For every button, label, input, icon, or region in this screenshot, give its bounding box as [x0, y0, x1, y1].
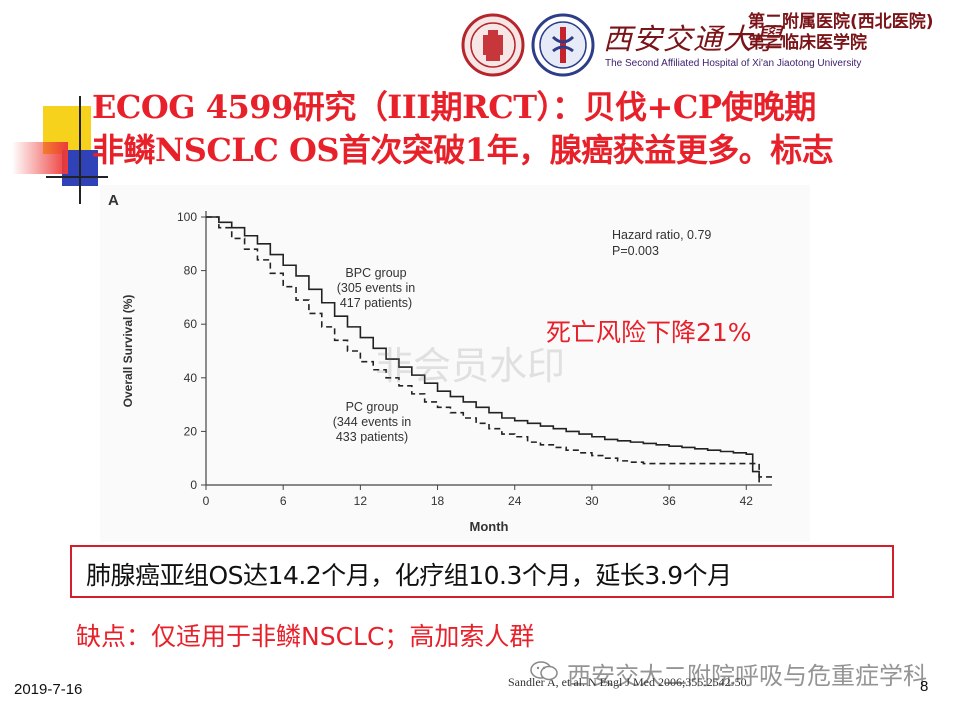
y-tick-label-60: 60	[184, 317, 198, 331]
footer-date: 2019-7-16	[14, 681, 83, 698]
y-tick-label-80: 80	[184, 264, 198, 278]
y-tick-label-20: 20	[184, 424, 198, 438]
title-line-1: ECOG 4599研究（III期RCT）：贝伐+CP使晚期	[92, 88, 816, 126]
slide-title: ECOG 4599研究（III期RCT）：贝伐+CP使晚期 非鳞NSCLC OS…	[92, 86, 952, 172]
x-tick-label-36: 36	[662, 494, 676, 508]
x-tick-label-0: 0	[203, 494, 210, 508]
kaplan-meier-chart: A 0 20 40 60 80 100 0 6 12 18 24 30 36 42 Month Overall …	[100, 185, 810, 542]
hospital-name-en: The Second Affiliated Hospital of Xi'an …	[605, 58, 862, 69]
y-tick-label-40: 40	[184, 371, 198, 385]
result-box: 肺腺癌亚组OS达14.2个月，化疗组10.3个月，延长3.9个月	[70, 545, 894, 598]
deco-horizontal-line	[46, 176, 108, 178]
hospital-name-line2: 第二临床医学院	[748, 33, 867, 53]
y-tick-label-0: 0	[190, 478, 197, 492]
series-line-pc	[206, 216, 772, 478]
watermark-text: 非会员水印	[375, 344, 566, 388]
limitation-note: 缺点：仅适用于非鳞NSCLC；高加索人群	[76, 622, 535, 651]
hospital-logo	[531, 13, 595, 77]
hospital-name-line1: 第二附属医院(西北医院)	[748, 12, 934, 32]
title-line-2: 非鳞NSCLC OS首次突破1年，腺癌获益更多。标志	[92, 131, 834, 169]
account-watermark: 西安交大二附院呼吸与危重症学科	[567, 662, 927, 690]
x-axis-label: Month	[470, 519, 509, 534]
footer-citation: Sandler A, et al. N Engl J Med 2006;355:…	[508, 675, 747, 689]
deco-vertical-line	[79, 96, 81, 204]
y-axis-label: Overall Survival (%)	[121, 295, 135, 408]
university-seal-logo	[461, 13, 525, 77]
hospital-name-cn: 第二附属医院(西北医院) 第二临床医学院	[748, 12, 934, 54]
series-line-bpc	[206, 216, 760, 483]
x-tick-label-24: 24	[508, 494, 522, 508]
page-number: 8	[920, 678, 929, 695]
x-tick-label-30: 30	[585, 494, 599, 508]
series-label-bpc-line-2: (305 events in	[337, 281, 416, 295]
x-tick-label-12: 12	[354, 494, 368, 508]
panel-label: A	[108, 192, 119, 209]
series-label-bpc-line-3: 417 patients)	[340, 296, 412, 310]
x-tick-label-6: 6	[280, 494, 287, 508]
hazard-text-line-2: P=0.003	[612, 244, 659, 258]
y-tick-label-100: 100	[177, 210, 197, 224]
wechat-icon	[530, 661, 558, 681]
series-label-pc-line-2: (344 events in	[333, 415, 412, 429]
university-name: 西安交通大學	[603, 22, 784, 56]
hazard-text-line-1: Hazard ratio, 0.79	[612, 228, 711, 242]
x-tick-label-42: 42	[740, 494, 754, 508]
deco-red-gradient	[12, 142, 68, 174]
series-label-bpc-line-1: BPC group	[345, 266, 406, 280]
series-label-pc-line-1: PC group	[346, 400, 399, 414]
risk-reduction-note: 死亡风险下降21%	[546, 318, 752, 347]
x-tick-label-18: 18	[431, 494, 445, 508]
series-label-pc-line-3: 433 patients)	[336, 430, 408, 444]
result-text: 肺腺癌亚组OS达14.2个月，化疗组10.3个月，延长3.9个月	[86, 561, 732, 590]
